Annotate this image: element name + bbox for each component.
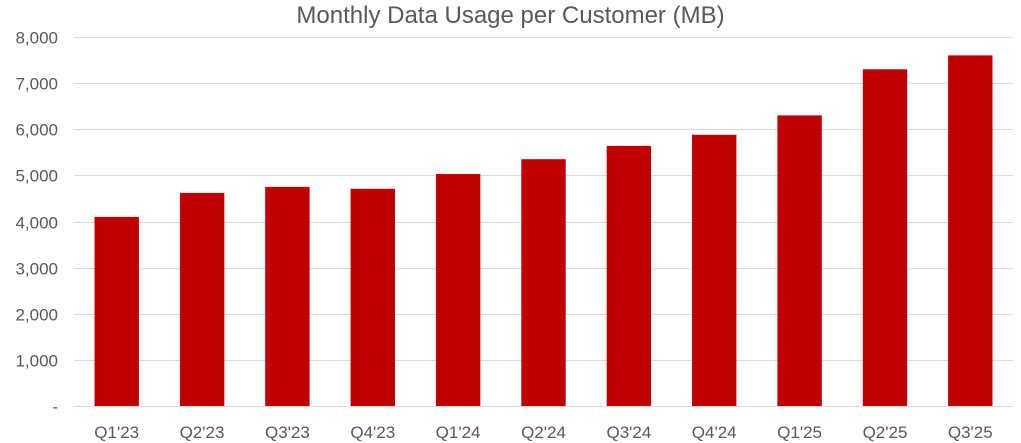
bar-q3-25	[948, 55, 993, 407]
bar-q1-25	[777, 115, 822, 407]
x-tick-label: Q4'23	[350, 423, 395, 442]
y-tick-label: 2,000	[15, 306, 58, 325]
y-tick-label: 1,000	[15, 352, 58, 371]
x-tick-label: Q1'25	[777, 423, 822, 442]
x-tick-label: Q2'25	[863, 423, 908, 442]
x-tick-label: Q2'23	[180, 423, 225, 442]
bar-q3-24	[606, 145, 652, 406]
x-tick-label: Q3'24	[606, 423, 651, 442]
bar-q4-24	[692, 134, 737, 407]
x-tick-label: Q1'24	[436, 423, 481, 442]
y-tick-label: 8,000	[15, 29, 58, 48]
y-tick-label: 6,000	[15, 121, 58, 140]
x-tick-label: Q3'25	[948, 423, 993, 442]
bar-q4-23	[350, 188, 395, 406]
y-tick-label: 7,000	[15, 75, 58, 94]
y-tick-label: 5,000	[15, 167, 58, 186]
bars	[94, 55, 993, 407]
chart-title: Monthly Data Usage per Customer (MB)	[296, 2, 725, 29]
y-tick-label: 4,000	[15, 214, 58, 233]
y-tick-label: 3,000	[15, 260, 58, 279]
x-tick-label: Q2'24	[521, 423, 566, 442]
bar-q1-24	[435, 174, 481, 406]
y-tick-label: -	[52, 398, 58, 417]
bar-q2-24	[521, 159, 566, 406]
bar-q1-23	[94, 216, 139, 406]
bar-q2-25	[862, 69, 908, 407]
x-tick-label: Q1'23	[94, 423, 139, 442]
bar-q3-23	[265, 186, 310, 406]
bar-q2-23	[179, 192, 225, 406]
x-axis-ticks: Q1'23 Q2'23 Q3'23 Q4'23 Q1'24 Q2'24 Q3'24 Q4'24…	[94, 423, 992, 442]
x-tick-label: Q3'23	[265, 423, 310, 442]
y-axis-ticks: - 1,000 2,000 3,000 4,000 5,000 6,000 7,000 8,00…	[15, 29, 58, 417]
x-tick-label: Q4'24	[692, 423, 737, 442]
